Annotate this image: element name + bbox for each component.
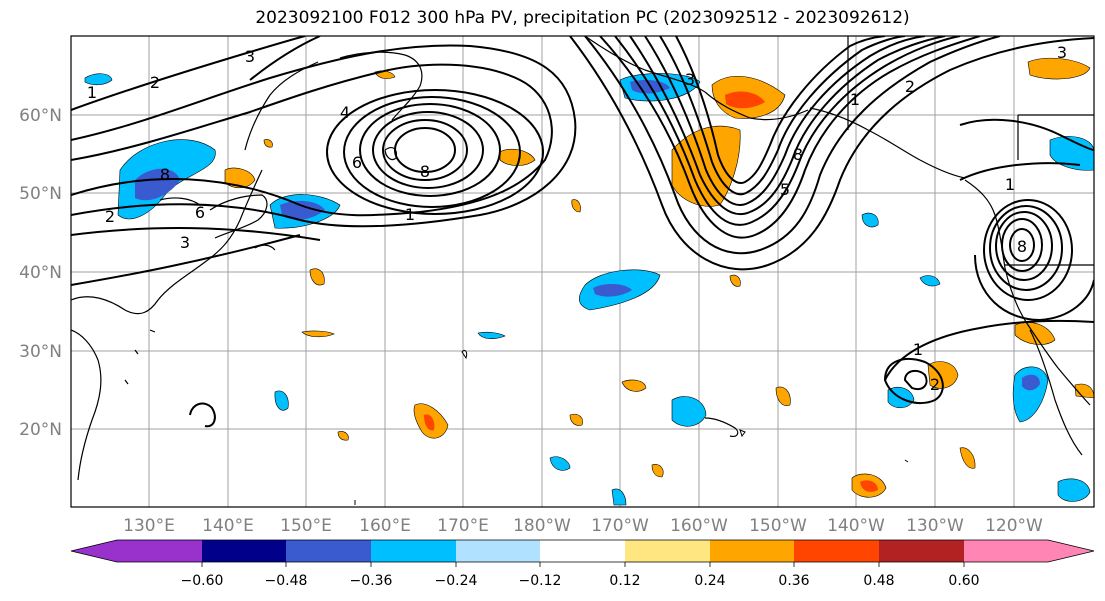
colorbar-max-extension	[1048, 540, 1094, 562]
colorbar-tick-label: −0.36	[350, 573, 393, 589]
contour-label: 8	[160, 165, 170, 184]
contour-label: 1	[405, 205, 415, 224]
contour-label: 1	[850, 90, 860, 109]
contour-label: 2	[905, 77, 915, 96]
colorbar-tick-label: −0.24	[435, 573, 478, 589]
lon-label: 150°E	[280, 516, 332, 536]
map-title: 2023092100 F012 300 hPa PV, precipitatio…	[255, 8, 910, 28]
colorbar-tick-label: 0.36	[778, 573, 809, 589]
colorbar-tick-label: −0.48	[265, 573, 308, 589]
colorbar-segment	[879, 540, 964, 562]
colorbar: −0.60 −0.48 −0.36 −0.24 −0.12 0.12 0.24 …	[70, 539, 1095, 589]
colorbar-tick-label: −0.60	[181, 573, 224, 589]
lon-label: 170°E	[437, 516, 489, 536]
lat-label: 60°N	[19, 106, 62, 126]
colorbar-tick-label: 0.60	[948, 573, 979, 589]
contour-label: 3	[1057, 43, 1067, 62]
lon-label: 140°E	[202, 516, 254, 536]
colorbar-segment	[371, 540, 456, 562]
latitude-labels: 60°N 50°N 40°N 30°N 20°N	[19, 106, 62, 440]
colorbar-outline	[70, 539, 1095, 563]
colorbar-segment	[117, 540, 202, 562]
colorbar-tick-label: 0.48	[863, 573, 894, 589]
contour-label: 3	[685, 70, 695, 89]
contour-label: 1	[913, 340, 923, 359]
colorbar-min-extension	[71, 540, 117, 562]
contour-label: 2	[930, 375, 940, 394]
lon-label: 150°W	[749, 516, 807, 536]
colorbar-segment	[794, 540, 879, 562]
contour-label: 2	[105, 207, 115, 226]
colorbar-segment	[286, 540, 371, 562]
lon-label: 170°W	[591, 516, 649, 536]
colorbar-segment	[456, 540, 540, 562]
contour-label: 3	[180, 233, 190, 252]
contour-label: 4	[340, 103, 350, 122]
contour-label: 1	[87, 83, 97, 102]
lat-label: 50°N	[19, 184, 62, 204]
contour-label: 6	[195, 203, 205, 222]
map-frame	[70, 35, 1095, 508]
contour-label: 8	[1017, 237, 1027, 256]
colorbar-segment	[202, 540, 286, 562]
colorbar-segment	[625, 540, 710, 562]
lat-label: 30°N	[19, 342, 62, 362]
contour-label: 1	[1005, 175, 1015, 194]
contour-label: 8	[793, 145, 803, 164]
longitude-labels: 130°E 140°E 150°E 160°E 170°E 180°W 170°…	[123, 516, 1043, 536]
pv-contours	[71, 36, 1094, 428]
lon-label: 140°W	[827, 516, 885, 536]
lon-label: 160°E	[359, 516, 411, 536]
lon-label: 120°W	[985, 516, 1043, 536]
lon-label: 130°E	[123, 516, 175, 536]
colorbar-tick-label: 0.12	[609, 573, 640, 589]
lat-label: 40°N	[19, 263, 62, 283]
lon-label: 160°W	[670, 516, 728, 536]
lon-label: 180°W	[513, 516, 571, 536]
island-outlines	[354, 349, 909, 505]
colorbar-segment	[710, 540, 794, 562]
contour-label: 8	[420, 162, 430, 181]
colorbar-segment	[964, 540, 1048, 562]
contour-label: 6	[352, 153, 362, 172]
colorbar-segment	[540, 540, 625, 562]
contour-labels: 2 3 1 4 6 8 3 6 8 1 2 3 1 2 5 8 1 8 1 2 …	[87, 43, 1067, 394]
contour-label: 3	[245, 47, 255, 66]
contour-label: 5	[780, 180, 790, 199]
lat-label: 20°N	[19, 420, 62, 440]
colorbar-tick-label: 0.24	[694, 573, 725, 589]
contour-label: 2	[150, 73, 160, 92]
lon-label: 130°W	[906, 516, 964, 536]
colorbar-tick-label: −0.12	[519, 573, 562, 589]
